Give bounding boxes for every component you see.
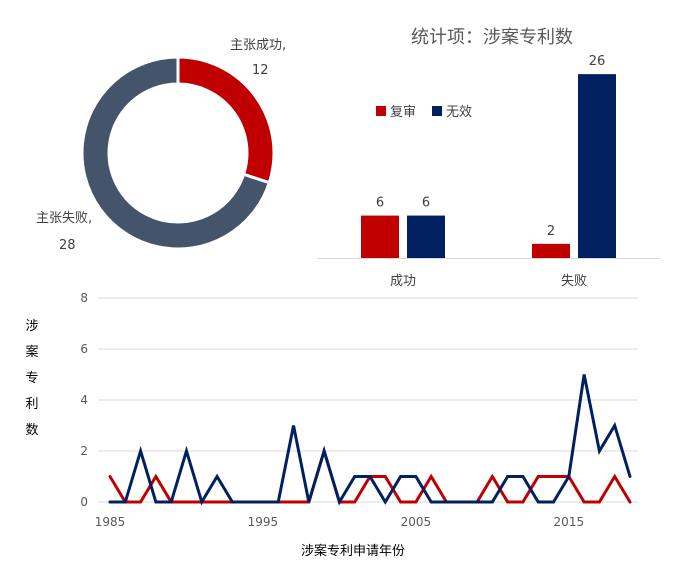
legend-swatch-wuxiao <box>432 106 442 116</box>
bar-wuxiao-success <box>407 215 445 258</box>
line-chart-series <box>108 374 632 506</box>
bar-chart-title: 统计项：涉案专利数 <box>411 27 573 48</box>
y-tick-label: 2 <box>80 444 88 458</box>
y-tick-label: 6 <box>80 342 88 356</box>
donut-chart <box>80 55 276 251</box>
legend-label-fuxun: 复审 <box>390 105 416 120</box>
line-series-wuxiao <box>108 374 632 506</box>
bar-category-fail: 失败 <box>561 274 587 289</box>
ylabel-char: 数 <box>25 423 38 438</box>
legend-swatch-fuxun <box>376 106 386 116</box>
x-tick-label: 1995 <box>248 515 279 529</box>
ylabel-char: 案 <box>25 345 38 360</box>
bar-value-label: 6 <box>376 196 384 211</box>
ylabel-char: 利 <box>25 397 38 412</box>
bar-value-label: 2 <box>547 224 555 239</box>
line-chart-ylabel: 涉案专利数 <box>25 319 38 438</box>
x-tick-label: 2005 <box>401 515 432 529</box>
legend-label-wuxiao: 无效 <box>446 105 472 120</box>
y-tick-label: 4 <box>80 393 88 407</box>
bar-value-label: 6 <box>422 196 430 211</box>
bar-wuxiao-fail <box>578 74 616 259</box>
bar-fuxun-success <box>361 215 399 258</box>
donut-label-fail-value: 28 <box>59 238 76 253</box>
y-tick-label: 0 <box>80 495 88 509</box>
y-tick-label: 8 <box>80 291 88 305</box>
bar-fuxun-fail <box>532 243 570 258</box>
donut-label-fail-name: 主张失败, <box>36 211 92 226</box>
donut-label-success-name: 主张成功, <box>230 38 286 53</box>
x-tick-label: 1985 <box>95 515 126 529</box>
donut-slice-fail <box>80 55 272 251</box>
ylabel-char: 专 <box>25 371 38 386</box>
bar-value-label: 26 <box>589 54 606 69</box>
x-tick-label: 2015 <box>554 515 585 529</box>
ylabel-char: 涉 <box>25 319 38 334</box>
line-chart-xlabel: 涉案专利申请年份 <box>301 544 405 559</box>
bar-chart: 6 6 2 26 <box>361 54 616 259</box>
bar-category-success: 成功 <box>390 274 416 289</box>
line-chart-ticks: 0 2 4 6 8 1985 1995 2005 2015 <box>80 291 584 529</box>
donut-label-success-value: 12 <box>252 63 269 78</box>
